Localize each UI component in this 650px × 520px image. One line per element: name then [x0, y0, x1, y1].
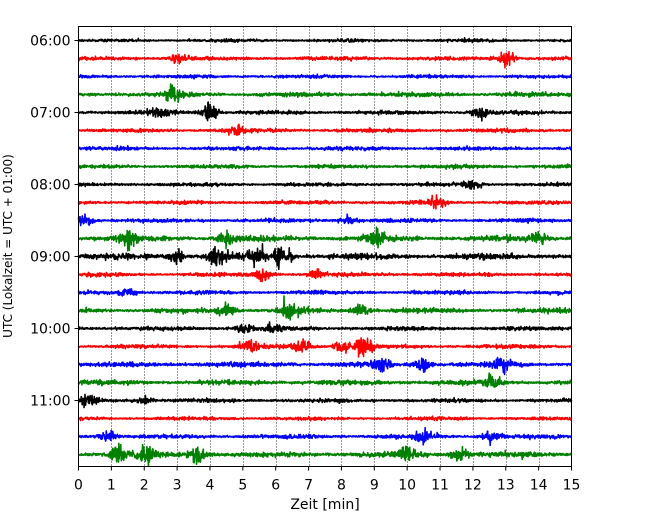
y-axis: 06:00 07:00 08:00 09:00 10:00 11:00 — [30, 34, 79, 410]
trace-0930 — [77, 288, 573, 297]
x-tick-label: 10 — [398, 478, 416, 494]
trace-0715 — [77, 123, 573, 136]
trace-0915 — [78, 268, 572, 283]
trace-0700 — [77, 101, 573, 122]
trace-0745 — [77, 163, 573, 171]
x-axis-label: Zeit [min] — [290, 497, 359, 513]
x-tick-label: 2 — [140, 478, 149, 494]
trace-0800 — [77, 179, 573, 190]
plot-frame — [78, 26, 572, 467]
x-tick-label: 3 — [173, 478, 182, 494]
trace-0815 — [77, 194, 573, 210]
y-tick-label: 06:00 — [30, 34, 70, 50]
y-tick-label: 08:00 — [30, 178, 70, 194]
x-tick-label: 15 — [563, 478, 581, 494]
trace-0730 — [77, 144, 573, 152]
trace-0845 — [77, 226, 572, 252]
y-tick-label: 09:00 — [30, 250, 70, 266]
x-grid — [111, 26, 540, 467]
trace-0900 — [77, 242, 573, 271]
trace-1130 — [78, 426, 573, 447]
x-tick-label: 12 — [464, 478, 482, 494]
x-tick-label: 6 — [271, 478, 280, 494]
x-tick-label: 0 — [74, 478, 83, 494]
x-tick-label: 9 — [370, 478, 379, 494]
x-tick-label: 14 — [530, 478, 548, 494]
trace-0830 — [77, 213, 573, 227]
x-tick-label: 4 — [206, 478, 215, 494]
x-tick-label: 8 — [337, 478, 346, 494]
x-axis: 0 1 2 3 4 5 6 7 8 9 10 11 12 13 14 15 — [74, 466, 581, 494]
x-tick-label: 11 — [431, 478, 449, 494]
x-tick-label: 7 — [304, 478, 313, 494]
y-axis-label: UTC (Lokalzeit = UTC + 01:00) — [1, 154, 15, 338]
trace-1145 — [78, 442, 573, 467]
y-tick-label: 10:00 — [30, 322, 70, 338]
trace-0945 — [77, 295, 573, 321]
trace-0630 — [77, 73, 573, 80]
y-tick-label: 07:00 — [30, 106, 70, 122]
trace-1015 — [77, 337, 572, 358]
trace-1100 — [78, 393, 573, 409]
x-tick-label: 13 — [497, 478, 515, 494]
x-tick-label: 1 — [107, 478, 116, 494]
traces-group — [77, 37, 573, 467]
trace-1030 — [78, 356, 572, 376]
trace-1045 — [77, 372, 573, 388]
x-tick-label: 5 — [238, 478, 247, 494]
trace-0615 — [77, 50, 573, 69]
trace-1115 — [77, 415, 573, 422]
y-tick-label: 11:00 — [30, 394, 70, 410]
trace-0600 — [77, 37, 572, 44]
trace-0645 — [78, 83, 573, 103]
trace-1000 — [77, 321, 573, 334]
